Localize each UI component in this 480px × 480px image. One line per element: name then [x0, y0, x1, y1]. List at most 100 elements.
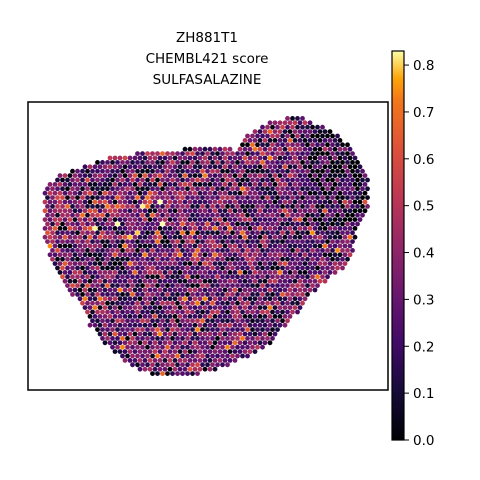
tissue-spot: [210, 221, 215, 227]
tissue-spot: [300, 177, 305, 183]
tissue-spot: [327, 146, 333, 152]
tissue-spot: [210, 248, 215, 253]
tissue-spot: [55, 204, 60, 209]
tissue-spot: [172, 270, 178, 275]
tissue-spot: [237, 173, 243, 179]
tissue-spot: [190, 177, 195, 183]
tissue-spot: [122, 296, 128, 302]
tissue-spot: [170, 318, 175, 324]
tissue-spot: [175, 274, 180, 280]
tissue-spot: [340, 151, 345, 157]
tissue-spot: [195, 151, 200, 157]
tissue-spot: [300, 133, 305, 139]
tissue-spot: [267, 155, 273, 161]
tissue-spot: [242, 322, 248, 328]
tissue-spot: [85, 230, 90, 236]
tissue-spot: [192, 208, 198, 214]
tissue-spot: [352, 173, 358, 179]
tissue-spot: [107, 270, 113, 275]
tissue-spot: [325, 256, 330, 262]
tissue-spot: [255, 336, 260, 341]
tissue-spot: [260, 230, 265, 236]
tissue-spot: [195, 168, 200, 174]
tissue-spot: [222, 296, 228, 302]
tissue-spot: [157, 287, 163, 293]
tissue-spot: [112, 217, 118, 223]
tissue-spot: [270, 256, 275, 262]
tissue-spot: [267, 243, 273, 249]
tissue-spot: [335, 142, 340, 148]
tissue-spot: [327, 182, 333, 187]
tissue-spot: [115, 344, 120, 350]
tissue-spot: [105, 274, 110, 280]
tissue-spot: [325, 142, 330, 148]
tissue-spot: [332, 182, 338, 187]
tissue-spot: [145, 274, 150, 280]
tissue-spot: [117, 164, 123, 170]
tissue-spot: [210, 292, 215, 297]
tissue-spot: [155, 344, 160, 350]
tissue-spot: [265, 195, 270, 201]
tissue-spot: [125, 353, 130, 359]
tissue-spot: [152, 270, 158, 275]
tissue-spot: [337, 164, 343, 170]
tissue-spot: [152, 208, 158, 214]
tissue-spot: [267, 217, 273, 223]
tissue-spot: [232, 349, 238, 354]
tissue-spot: [80, 186, 85, 192]
tissue-spot: [265, 248, 270, 253]
tissue-spot: [67, 261, 73, 266]
tissue-spot: [132, 243, 138, 249]
tissue-spot: [277, 173, 283, 179]
tissue-spot: [342, 199, 348, 205]
tissue-spot: [230, 160, 235, 165]
tissue-spot: [87, 182, 93, 187]
tissue-spot: [207, 278, 213, 284]
tissue-spot: [162, 182, 168, 187]
tissue-spot: [282, 305, 288, 310]
tissue-spot: [162, 314, 168, 319]
tissue-spot: [125, 274, 130, 280]
tissue-spot: [200, 177, 205, 183]
tissue-spot: [305, 195, 310, 201]
tissue-spot: [130, 353, 135, 359]
tissue-spot: [97, 190, 103, 196]
tissue-spot: [132, 296, 138, 302]
tissue-spot: [282, 164, 288, 170]
tissue-spot: [240, 248, 245, 253]
tissue-spot: [92, 314, 98, 319]
tissue-spot: [275, 265, 280, 271]
tissue-spot: [127, 287, 133, 293]
tissue-spot: [205, 195, 210, 201]
tissue-spot: [65, 283, 70, 288]
tissue-spot: [272, 305, 278, 310]
tissue-spot: [150, 318, 155, 324]
tissue-spot: [207, 366, 213, 372]
tissue-spot: [100, 168, 105, 174]
tissue-spot: [200, 344, 205, 350]
tissue-spot: [337, 199, 343, 205]
tissue-spot: [195, 248, 200, 253]
tissue-spot: [202, 322, 208, 328]
tissue-spot: [132, 234, 138, 240]
tissue-spot: [180, 283, 185, 288]
tissue-spot: [230, 186, 235, 192]
tissue-spot: [317, 199, 323, 205]
tissue-spot: [282, 129, 288, 135]
tissue-spot: [297, 278, 303, 284]
tissue-spot: [307, 252, 313, 258]
tissue-spot: [155, 256, 160, 262]
tissue-spot: [167, 358, 173, 363]
tissue-spot: [210, 327, 215, 332]
tissue-spot: [182, 287, 188, 293]
tissue-spot: [255, 204, 260, 209]
tissue-spot: [90, 274, 95, 280]
tissue-spot: [117, 217, 123, 223]
tissue-spot: [345, 248, 350, 253]
tissue-spot: [132, 270, 138, 275]
tissue-spot: [345, 212, 350, 218]
tissue-spot: [322, 129, 328, 135]
tissue-spot: [172, 173, 178, 179]
tissue-spot: [290, 204, 295, 209]
tissue-spot: [205, 160, 210, 165]
